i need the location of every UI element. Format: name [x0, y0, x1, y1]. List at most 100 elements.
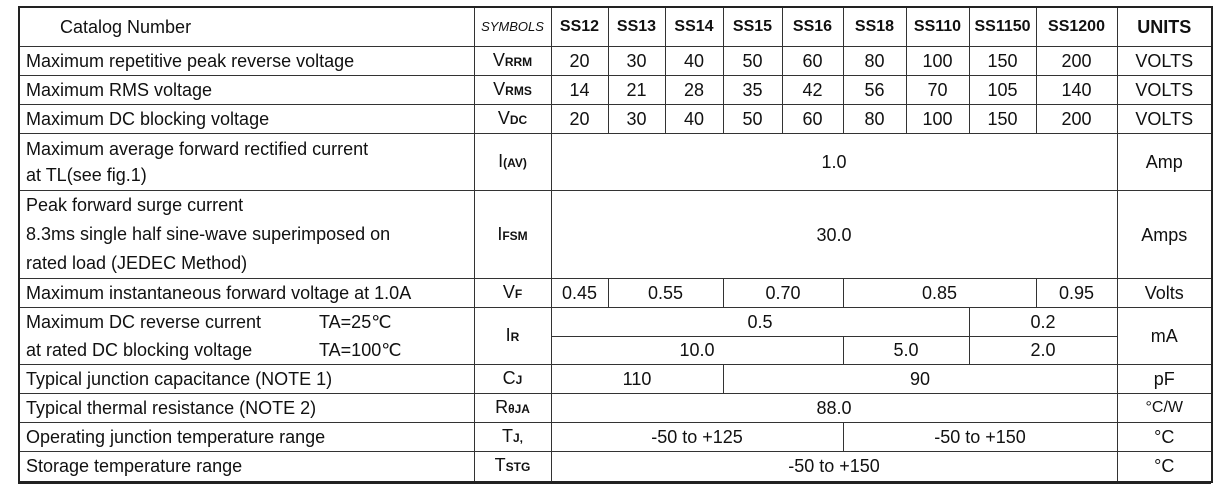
model-header: SS14 — [664, 6, 724, 47]
value: 30 — [607, 46, 666, 76]
label-text: at rated DC blocking voltage — [26, 340, 253, 360]
symbol: I(AV) — [473, 133, 552, 191]
model-header: SS16 — [781, 6, 844, 47]
param-label: Typical junction capacitance (NOTE 1) — [18, 364, 475, 394]
value: 50 — [722, 104, 783, 134]
value: 35 — [722, 75, 783, 105]
model-header: SS110 — [905, 6, 970, 47]
symbol-sub: R — [510, 330, 520, 344]
units-header: UNITS — [1116, 6, 1213, 47]
symbol-main: I — [498, 151, 504, 171]
value: 21 — [607, 75, 666, 105]
bottom-border — [18, 482, 1211, 484]
value: 0.2 — [968, 307, 1118, 337]
symbol-main: I — [497, 223, 503, 244]
unit: °C — [1116, 451, 1213, 482]
value: 200 — [1035, 46, 1118, 76]
label-line: at TL(see fig.1) — [26, 165, 147, 185]
value: -50 to +150 — [842, 422, 1118, 452]
symbol-sub: FSM — [502, 228, 528, 243]
symbol: VRMS — [473, 75, 552, 105]
ir-row-1: Maximum DC reverse current TA=25℃ at rate… — [18, 307, 1213, 365]
value: 42 — [781, 75, 844, 105]
param-label: Maximum instantaneous forward voltage at… — [18, 278, 475, 308]
model-header: SS12 — [550, 6, 609, 47]
symbol: VRRM — [473, 46, 552, 76]
unit: mA — [1116, 307, 1213, 365]
param-label: Maximum DC reverse current TA=25℃ at rate… — [18, 307, 475, 365]
symbol-main: T — [494, 455, 506, 476]
value: 56 — [842, 75, 907, 105]
value: 0.95 — [1035, 278, 1118, 308]
label-text: Maximum DC reverse current — [26, 312, 262, 332]
symbol-main: V — [502, 282, 515, 302]
symbol-main: V — [493, 79, 506, 99]
header-row: Catalog Number SYMBOLS SS12 SS13 SS14 SS… — [18, 6, 1213, 47]
symbol-sub: STG — [505, 460, 531, 475]
specs-table: Catalog Number SYMBOLS SS12 SS13 SS14 SS… — [18, 6, 1213, 483]
condition-text: TA=100℃ — [319, 340, 402, 360]
label-line: 8.3ms single half sine-wave superimposed… — [26, 224, 391, 244]
symbol: TJ, — [473, 422, 552, 452]
value: 80 — [842, 104, 907, 134]
unit: Amps — [1116, 190, 1213, 279]
symbol: VF — [473, 278, 552, 308]
value: 140 — [1035, 75, 1118, 105]
catalog-number-header: Catalog Number — [18, 6, 475, 47]
symbols-header: SYMBOLS — [473, 6, 552, 47]
symbol-main: V — [492, 50, 505, 70]
iav-row: Maximum average forward rectified curren… — [18, 133, 1213, 191]
unit: VOLTS — [1116, 75, 1213, 105]
model-header: SS1150 — [968, 6, 1037, 47]
value: 100 — [905, 46, 970, 76]
unit: Amp — [1116, 133, 1213, 191]
value: 28 — [664, 75, 724, 105]
value: 105 — [968, 75, 1037, 105]
ifsm-row: Peak forward surge current 8.3ms single h… — [18, 190, 1213, 279]
vrms-row: Maximum RMS voltage VRMS 14 21 28 35 42 56 70 1… — [18, 75, 1213, 105]
param-label: Peak forward surge current 8.3ms single h… — [18, 190, 475, 279]
param-label: Maximum DC blocking voltage — [18, 104, 475, 134]
label-line: Maximum DC reverse current TA=25℃ — [26, 308, 474, 336]
vf-row: Maximum instantaneous forward voltage at… — [18, 278, 1213, 308]
symbol-sub: J — [515, 373, 523, 387]
value: 150 — [968, 46, 1037, 76]
tstg-row: Storage temperature range TSTG -50 to +1… — [18, 451, 1213, 482]
label-line: Maximum average forward rectified curren… — [26, 139, 369, 159]
symbol-sub: RRM — [504, 55, 533, 69]
param-label: Maximum repetitive peak reverse voltage — [18, 46, 475, 76]
model-header: SS15 — [722, 6, 783, 47]
param-label: Maximum average forward rectified curren… — [18, 133, 475, 191]
value: 90 — [722, 364, 1118, 394]
value: 2.0 — [968, 335, 1118, 365]
model-header: SS1200 — [1035, 6, 1118, 47]
unit: Volts — [1116, 278, 1213, 308]
symbol-sub: θJA — [508, 402, 530, 416]
value: 100 — [905, 104, 970, 134]
param-label: Maximum RMS voltage — [18, 75, 475, 105]
param-label: Storage temperature range — [18, 451, 475, 482]
value: 1.0 — [550, 133, 1118, 191]
value: 60 — [781, 46, 844, 76]
tj-row: Operating junction temperature range TJ,… — [18, 422, 1213, 452]
cj-row: Typical junction capacitance (NOTE 1) CJ… — [18, 364, 1213, 394]
value: 60 — [781, 104, 844, 134]
value: 200 — [1035, 104, 1118, 134]
value: 0.5 — [550, 307, 970, 337]
symbol-sub: RMS — [505, 84, 532, 98]
symbol-main: R — [495, 397, 509, 417]
rth-row: Typical thermal resistance (NOTE 2) RθJA… — [18, 393, 1213, 423]
value: 40 — [664, 46, 724, 76]
symbol-sub: J, — [512, 431, 523, 445]
symbol: IFSM — [473, 190, 552, 279]
value: 88.0 — [550, 393, 1118, 423]
value: 14 — [550, 75, 609, 105]
symbol-main: V — [497, 108, 510, 128]
model-header: SS13 — [607, 6, 666, 47]
value: -50 to +125 — [550, 422, 844, 452]
vrrm-row: Maximum repetitive peak reverse voltage … — [18, 46, 1213, 76]
value: 70 — [905, 75, 970, 105]
value: 5.0 — [842, 335, 970, 365]
label-line: Peak forward surge current — [26, 195, 244, 215]
symbol-sub: DC — [509, 113, 528, 127]
